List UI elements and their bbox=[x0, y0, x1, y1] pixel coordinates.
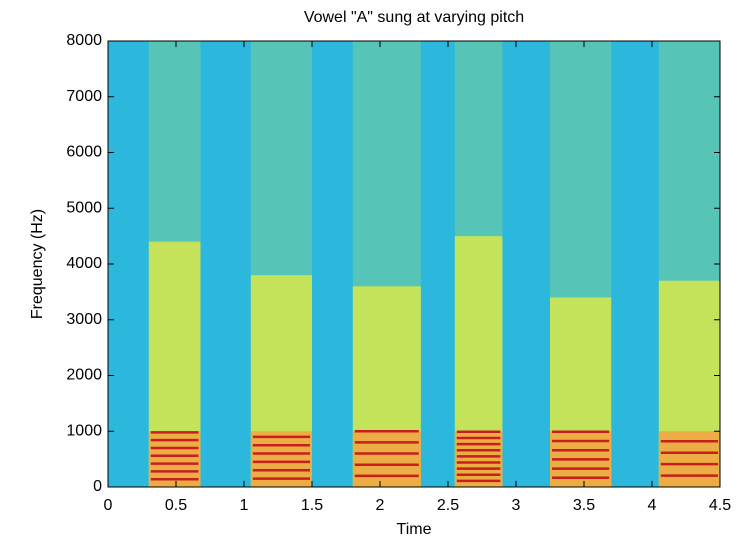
y-tick-label: 7000 bbox=[66, 88, 102, 105]
segment-low bbox=[454, 431, 503, 487]
segment-low bbox=[352, 431, 421, 487]
x-tick-label: 4.5 bbox=[709, 497, 731, 514]
x-tick-label: 2.5 bbox=[437, 497, 459, 514]
y-tick-label: 3000 bbox=[66, 311, 102, 328]
x-tick-label: 0.5 bbox=[165, 497, 187, 514]
x-tick-label: 0 bbox=[104, 497, 113, 514]
y-tick-label: 5000 bbox=[66, 199, 102, 216]
segment-low bbox=[658, 431, 720, 487]
y-tick-label: 2000 bbox=[66, 367, 102, 384]
y-tick-label: 1000 bbox=[66, 422, 102, 439]
y-axis-label: Frequency (Hz) bbox=[29, 209, 46, 319]
x-tick-label: 4 bbox=[648, 497, 657, 514]
y-tick-label: 4000 bbox=[66, 255, 102, 272]
x-axis-label: Time bbox=[397, 521, 432, 538]
y-tick-label: 0 bbox=[93, 478, 102, 495]
x-tick-label: 1.5 bbox=[301, 497, 323, 514]
y-tick-label: 6000 bbox=[66, 144, 102, 161]
x-tick-label: 2 bbox=[376, 497, 385, 514]
chart-title: Vowel "A" sung at varying pitch bbox=[304, 9, 524, 26]
x-tick-label: 1 bbox=[240, 497, 249, 514]
x-tick-label: 3 bbox=[512, 497, 521, 514]
y-tick-label: 8000 bbox=[66, 32, 102, 49]
x-tick-label: 3.5 bbox=[573, 497, 595, 514]
